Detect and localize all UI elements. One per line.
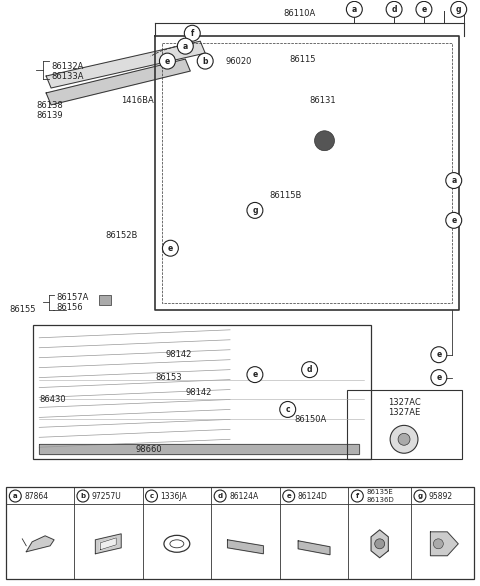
Polygon shape	[298, 541, 330, 555]
Text: 86157A: 86157A	[56, 294, 88, 302]
Text: g: g	[252, 206, 258, 215]
Circle shape	[301, 362, 318, 377]
Bar	[33, 325, 371, 459]
Text: 87864: 87864	[24, 492, 48, 500]
Text: e: e	[436, 350, 442, 359]
Circle shape	[178, 38, 193, 54]
Text: d: d	[307, 365, 312, 374]
Circle shape	[451, 1, 467, 18]
Circle shape	[280, 401, 296, 417]
Text: 1416BA: 1416BA	[120, 97, 154, 105]
Text: e: e	[451, 216, 456, 225]
Text: 96020: 96020	[225, 57, 252, 66]
Text: e: e	[287, 493, 291, 499]
Text: 86136D: 86136D	[366, 497, 394, 503]
Text: 86135E: 86135E	[366, 489, 393, 495]
Text: 86133A: 86133A	[51, 71, 84, 80]
Polygon shape	[228, 540, 264, 554]
Text: 86153: 86153	[156, 373, 182, 382]
Text: 86115B: 86115B	[270, 191, 302, 200]
Circle shape	[446, 212, 462, 229]
Text: 86132A: 86132A	[51, 62, 84, 70]
Text: 86430: 86430	[39, 395, 66, 404]
Text: 86110A: 86110A	[284, 9, 316, 18]
Circle shape	[398, 433, 410, 445]
Text: 97257U: 97257U	[92, 492, 121, 500]
Text: e: e	[168, 244, 173, 253]
Circle shape	[351, 490, 363, 502]
Polygon shape	[46, 41, 205, 88]
Circle shape	[375, 539, 384, 548]
Text: e: e	[421, 5, 427, 14]
Circle shape	[433, 539, 444, 548]
Text: e: e	[436, 373, 442, 382]
Bar	[99, 295, 111, 305]
Circle shape	[314, 131, 335, 151]
Circle shape	[446, 172, 462, 189]
Circle shape	[9, 490, 21, 502]
Text: 1336JA: 1336JA	[160, 492, 187, 500]
Circle shape	[247, 202, 263, 219]
Circle shape	[283, 490, 295, 502]
Text: a: a	[352, 5, 357, 14]
Circle shape	[414, 490, 426, 502]
Text: c: c	[286, 405, 290, 414]
Text: e: e	[252, 370, 258, 379]
Circle shape	[77, 490, 89, 502]
Text: 86155: 86155	[9, 305, 36, 315]
Text: g: g	[456, 5, 461, 14]
Circle shape	[162, 240, 179, 256]
Text: 98142: 98142	[166, 350, 192, 359]
Polygon shape	[39, 444, 360, 454]
Circle shape	[347, 1, 362, 18]
Text: 86156: 86156	[56, 304, 83, 312]
Text: 86131: 86131	[310, 97, 336, 105]
Text: g: g	[418, 493, 422, 499]
Text: f: f	[191, 29, 194, 38]
Text: b: b	[80, 493, 85, 499]
Circle shape	[184, 25, 200, 41]
Text: d: d	[391, 5, 397, 14]
Circle shape	[197, 53, 213, 69]
Text: 95892: 95892	[429, 492, 453, 500]
Polygon shape	[371, 530, 388, 558]
Bar	[6, 487, 474, 578]
Text: c: c	[149, 493, 154, 499]
Circle shape	[214, 490, 226, 502]
Circle shape	[431, 347, 447, 363]
Text: 86139: 86139	[36, 111, 63, 120]
Text: a: a	[451, 176, 456, 185]
Circle shape	[247, 367, 263, 383]
Polygon shape	[26, 536, 54, 552]
Polygon shape	[46, 59, 190, 105]
Text: e: e	[165, 57, 170, 66]
Text: 86150A: 86150A	[295, 415, 327, 424]
Text: 98660: 98660	[135, 445, 162, 454]
Text: 1327AE: 1327AE	[388, 408, 420, 417]
Text: 86152B: 86152B	[106, 231, 138, 240]
Circle shape	[145, 490, 157, 502]
Circle shape	[431, 370, 447, 386]
Text: 1327AC: 1327AC	[388, 398, 420, 407]
Text: b: b	[203, 57, 208, 66]
Text: a: a	[183, 42, 188, 50]
Text: 98142: 98142	[185, 388, 212, 397]
Polygon shape	[96, 534, 121, 554]
Text: 86138: 86138	[36, 101, 63, 110]
Text: 86124A: 86124A	[229, 492, 258, 500]
Text: 86115: 86115	[290, 54, 316, 64]
Circle shape	[416, 1, 432, 18]
Text: a: a	[13, 493, 18, 499]
Circle shape	[390, 425, 418, 453]
Circle shape	[159, 53, 175, 69]
Polygon shape	[431, 532, 458, 556]
Bar	[348, 390, 462, 459]
Polygon shape	[100, 538, 116, 550]
Text: 86124D: 86124D	[298, 492, 327, 500]
Text: d: d	[217, 493, 223, 499]
Text: f: f	[356, 493, 359, 499]
Circle shape	[386, 1, 402, 18]
